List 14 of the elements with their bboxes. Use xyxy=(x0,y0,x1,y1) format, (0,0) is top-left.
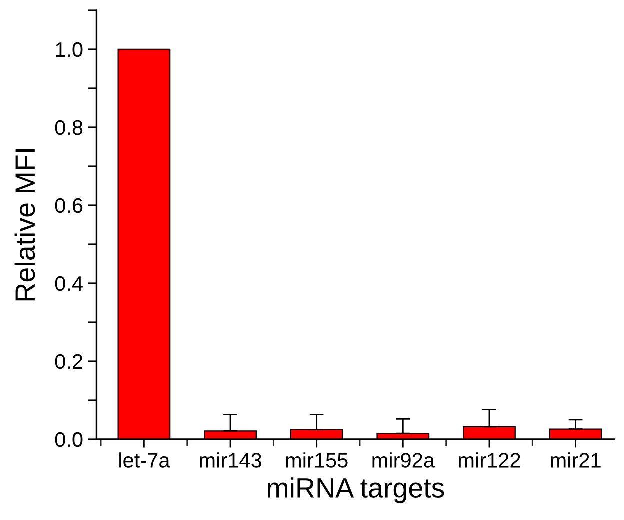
y-tick-label: 0.2 xyxy=(55,354,82,370)
x-tick-label: mir155 xyxy=(286,452,348,468)
y-tick-label: 0.0 xyxy=(55,432,83,448)
x-tick-label: mir21 xyxy=(551,452,601,468)
x-axis-title: miRNA targets xyxy=(268,478,444,504)
x-tick-label: mir122 xyxy=(459,452,520,468)
y-tick-label: 0.4 xyxy=(55,276,83,292)
x-tick-label: mir92a xyxy=(372,452,435,468)
x-tick-label: let-7a xyxy=(120,452,170,468)
y-tick-label: 0.8 xyxy=(55,120,83,136)
y-tick-label: 0.6 xyxy=(55,198,83,214)
y-axis-title: Relative MFI xyxy=(14,150,36,301)
y-tick-label: 1.0 xyxy=(56,42,83,58)
x-tick-label: mir143 xyxy=(200,452,262,468)
